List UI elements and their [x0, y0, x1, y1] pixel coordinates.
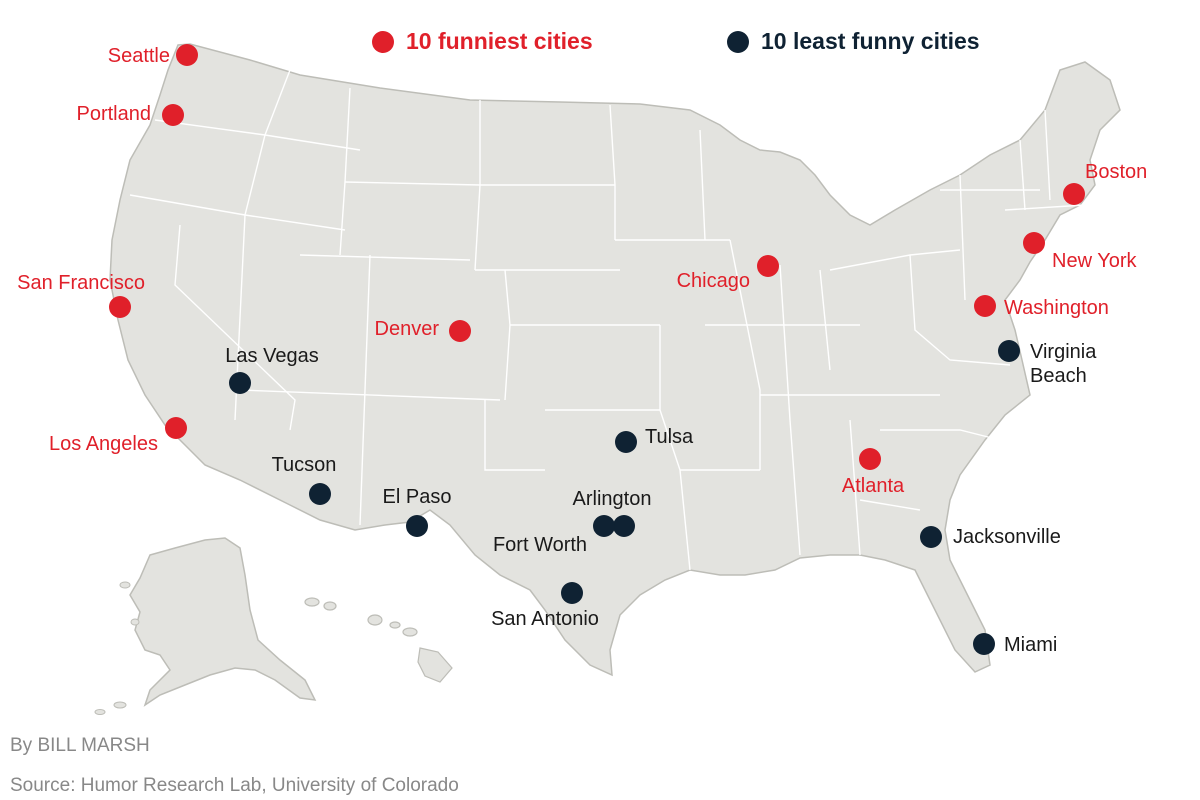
legend-least-funny-label: 10 least funny cities	[761, 28, 980, 54]
tulsa-marker	[615, 431, 637, 453]
denver-label: Denver	[375, 318, 440, 340]
contiguous-us-landmass	[109, 43, 1121, 677]
las-vegas-label: Las Vegas	[225, 345, 318, 367]
portland-label: Portland	[77, 103, 152, 125]
san-antonio-label: San Antonio	[491, 608, 599, 630]
el-paso-marker	[406, 515, 428, 537]
new-york-marker	[1023, 232, 1045, 254]
las-vegas-marker	[229, 372, 251, 394]
seattle-marker	[176, 44, 198, 66]
legend-funny-dot	[372, 30, 394, 53]
portland-marker	[162, 104, 184, 126]
tulsa-label: Tulsa	[645, 426, 694, 448]
atlanta-label: Atlanta	[842, 475, 905, 497]
los-angeles-marker	[165, 417, 187, 439]
fort-worth-marker	[593, 515, 615, 537]
los-angeles-label: Los Angeles	[49, 433, 158, 455]
state-boundaries	[129, 69, 1086, 571]
virginia-beach-label: Virginia Beach	[1030, 341, 1097, 387]
boston-label: Boston	[1085, 161, 1147, 183]
washington-marker	[974, 295, 996, 317]
arlington-marker	[613, 515, 635, 537]
san-francisco-label: San Francisco	[17, 272, 145, 294]
tucson-label: Tucson	[272, 454, 337, 476]
chicago-marker	[757, 255, 779, 277]
tucson-marker	[309, 483, 331, 505]
hawaii-islands	[304, 597, 453, 683]
miami-marker	[973, 633, 995, 655]
legend-least-funny-dot	[727, 30, 749, 53]
miami-label: Miami	[1004, 634, 1057, 656]
denver-marker	[449, 320, 471, 342]
san-francisco-marker	[109, 296, 131, 318]
jacksonville-marker	[920, 526, 942, 548]
san-antonio-marker	[561, 582, 583, 604]
washington-label: Washington	[1004, 297, 1109, 319]
jacksonville-label: Jacksonville	[953, 526, 1061, 548]
city-markers	[109, 44, 1085, 655]
legend-funny: 10 funniest cities	[372, 28, 593, 55]
city-labels: Seattle Portland San Francisco Los Angel…	[17, 45, 1147, 656]
new-york-label: New York	[1052, 250, 1137, 272]
source-note: Source: Humor Research Lab, University o…	[10, 775, 459, 796]
boston-marker	[1063, 183, 1085, 205]
el-paso-label: El Paso	[383, 486, 452, 508]
fort-worth-label: Fort Worth	[493, 534, 587, 556]
alaska-islands	[94, 581, 140, 715]
atlanta-marker	[859, 448, 881, 470]
alaska-landmass	[129, 537, 317, 707]
arlington-label: Arlington	[573, 488, 652, 510]
legend-funny-label: 10 funniest cities	[406, 28, 593, 54]
virginia-beach-marker	[998, 340, 1020, 362]
byline: By BILL MARSH	[10, 735, 150, 756]
chicago-label: Chicago	[677, 270, 750, 292]
legend-least-funny: 10 least funny cities	[727, 28, 980, 55]
seattle-label: Seattle	[108, 45, 170, 67]
